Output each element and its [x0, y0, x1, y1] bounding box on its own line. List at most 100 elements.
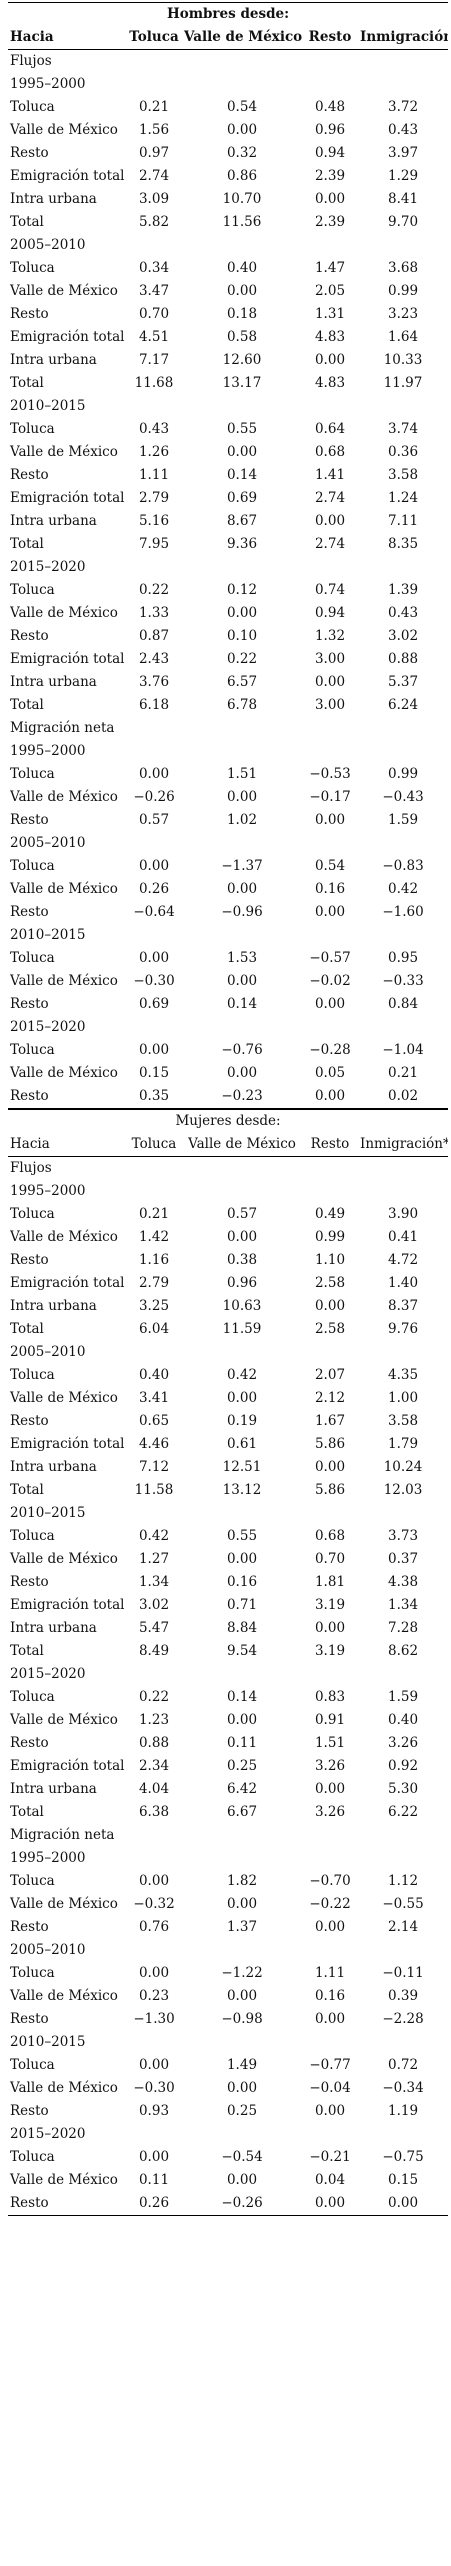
cell-value	[182, 1939, 302, 1962]
cell-value: 0.00	[226, 1390, 258, 1406]
cell-value: 10.33	[383, 352, 423, 368]
cell-value: 0.91	[314, 1712, 346, 1728]
cell-value	[302, 234, 358, 257]
cell-value	[302, 1824, 358, 1847]
cell-value: 0.22	[226, 651, 258, 667]
cell-value: 1.39	[387, 582, 419, 598]
cell-value	[126, 556, 182, 579]
cell-value	[358, 924, 448, 947]
cell-value: 0.00	[314, 996, 346, 1012]
cell-value	[302, 1847, 358, 1870]
cell-value: 0.99	[387, 766, 419, 782]
section-label: 2015–2020	[10, 559, 86, 575]
cell-value: 2.34	[138, 1758, 170, 1774]
cell-value: 0.00	[358, 2192, 449, 2216]
cell-value: 1.53	[226, 950, 258, 966]
row-label: Intra urbana	[10, 352, 97, 368]
cell-value: 0.32	[226, 145, 258, 161]
cell-value: 2.14	[387, 1919, 419, 1935]
cell-value: 3.26	[314, 1804, 346, 1820]
table-row: Emigración total 3.02 0.71 3.19 1.34	[8, 1594, 448, 1617]
cell-value	[302, 832, 358, 855]
table-row: Emigración total 2.79 0.69 2.74 1.24	[8, 487, 448, 510]
cell-value: 0.68	[314, 444, 346, 460]
cell-value: 0.83	[314, 1689, 346, 1705]
cell-value: 3.25	[138, 1298, 170, 1314]
cell-value: 5.82	[138, 214, 170, 230]
cell-value: 1.00	[387, 1390, 419, 1406]
section-label: 2010–2015	[10, 927, 86, 943]
cell-value: 5.16	[138, 513, 170, 529]
cell-value: 0.12	[226, 582, 258, 598]
cell-value: 1.40	[387, 1275, 419, 1291]
table-row: Intra urbana 3.25 10.63 0.00 8.37	[8, 1295, 448, 1318]
cell-value: 4.83	[314, 329, 346, 345]
section-label: Migración neta	[10, 1827, 115, 1843]
row-label: Resto	[10, 2103, 49, 2119]
cell-value: 0.14	[226, 996, 258, 1012]
cell-value: 8.67	[226, 513, 258, 529]
table-row: Toluca 0.00 −0.76 −0.28 −1.04	[8, 1039, 448, 1062]
cell-value: 4.04	[138, 1781, 170, 1797]
row-label: Total	[10, 1321, 44, 1337]
cell-value: 0.16	[314, 881, 346, 897]
cell-value	[126, 234, 182, 257]
cell-value: 0.96	[226, 1275, 258, 1291]
row-label: Total	[10, 697, 44, 713]
table-row: Intra urbana 3.09 10.70 0.00 8.41	[8, 188, 448, 211]
men-title-row: Hombres desde:	[8, 2, 449, 25]
cell-value: 9.70	[387, 214, 419, 230]
row-label: Valle de México	[10, 444, 118, 460]
table-row: Valle de México 0.26 0.00 0.16 0.42	[8, 878, 448, 901]
cell-value: 2.58	[314, 1275, 346, 1291]
cell-value: −0.02	[309, 973, 351, 989]
table-row: Total 8.49 9.54 3.19 8.62	[8, 1640, 448, 1663]
cell-value	[302, 1663, 358, 1686]
cell-value: 0.00	[314, 674, 346, 690]
cell-value: −0.26	[133, 789, 175, 805]
cell-value	[126, 1939, 182, 1962]
row-label: Valle de México	[10, 1390, 118, 1406]
cell-value: 0.00	[138, 1873, 170, 1889]
cell-value: 8.37	[387, 1298, 419, 1314]
cell-value: 3.58	[387, 1413, 419, 1429]
cell-value	[358, 1824, 448, 1847]
section-label-row: 2005–2010	[8, 1341, 448, 1364]
row-label: Emigración total	[10, 490, 125, 506]
cell-value: 0.15	[387, 2172, 419, 2188]
cell-value: 0.93	[138, 2103, 170, 2119]
row-label: Toluca	[10, 99, 55, 115]
cell-value: 3.19	[314, 1597, 346, 1613]
cell-value: 5.86	[314, 1436, 346, 1452]
row-label: Valle de México	[10, 1065, 118, 1081]
cell-value: 0.00	[314, 1298, 346, 1314]
cell-value: 0.25	[226, 2103, 258, 2119]
cell-value: 0.76	[138, 1919, 170, 1935]
cell-value: 0.35	[126, 1085, 182, 1110]
women-title-row: Mujeres desde:	[8, 1108, 449, 1132]
cell-value: 0.42	[387, 881, 419, 897]
section-label-row: 1995–2000	[8, 740, 448, 763]
cell-value: 3.41	[138, 1390, 170, 1406]
cell-value: 1.67	[314, 1413, 346, 1429]
cell-value: 2.74	[138, 168, 170, 184]
cell-value: 0.10	[226, 628, 258, 644]
cell-value	[358, 1157, 448, 1181]
cell-value: 1.79	[387, 1436, 419, 1452]
row-label: Resto	[10, 1252, 49, 1268]
cell-value: 6.22	[387, 1804, 419, 1820]
migration-table: Hombres desde: Hacia Toluca Valle de Méx…	[8, 2, 449, 2216]
cell-value: 0.14	[226, 1689, 258, 1705]
row-label: Total	[10, 214, 44, 230]
table-row: Toluca 0.22 0.12 0.74 1.39	[8, 579, 448, 602]
table-row: Valle de México 1.56 0.00 0.96 0.43	[8, 119, 448, 142]
row-label: Intra urbana	[10, 1620, 97, 1636]
cell-value: −0.53	[309, 766, 351, 782]
section-label: Migración neta	[10, 720, 115, 736]
row-label: Resto	[10, 904, 49, 920]
cell-value: 0.00	[226, 444, 258, 460]
table-row: Toluca 0.00 1.49 −0.77 0.72	[8, 2054, 448, 2077]
cell-value: 0.58	[226, 329, 258, 345]
cell-value: 10.24	[383, 1459, 423, 1475]
cell-value: 0.74	[314, 582, 346, 598]
